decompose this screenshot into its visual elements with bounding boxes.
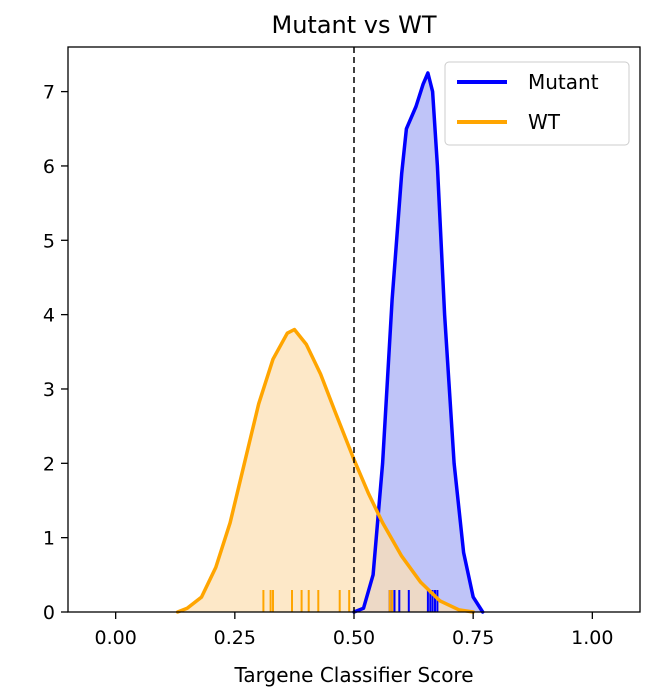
y-tick-label: 7	[43, 82, 55, 104]
y-tick-label: 3	[43, 379, 55, 401]
y-axis: 0 1 2 3 4 5 6 7	[43, 82, 68, 624]
legend-wt-label: WT	[528, 110, 561, 134]
x-tick-label: 0.75	[452, 627, 494, 649]
y-tick-label: 0	[43, 602, 55, 624]
wt-density-area	[177, 329, 474, 612]
mutant-density-area	[354, 73, 483, 612]
legend: Mutant WT	[444, 61, 630, 146]
wt-density-line	[175, 327, 475, 614]
x-tick-label: 0.00	[95, 627, 137, 649]
x-axis: 0.00 0.25 0.50 0.75 1.00	[95, 612, 613, 649]
x-tick-label: 0.25	[214, 627, 256, 649]
x-tick-label: 0.50	[333, 627, 375, 649]
y-tick-label: 6	[43, 156, 55, 178]
x-tick-label: 1.00	[571, 627, 613, 649]
y-tick-label: 1	[43, 528, 55, 550]
legend-mutant-label: Mutant	[528, 70, 599, 94]
y-tick-label: 2	[43, 453, 55, 475]
chart-title: Mutant vs WT	[271, 11, 436, 39]
plot-area	[175, 47, 485, 614]
x-axis-label: Targene Classifier Score	[233, 663, 473, 687]
y-tick-label: 5	[43, 230, 55, 252]
y-tick-label: 4	[43, 305, 55, 327]
mutant-density-line	[352, 71, 485, 614]
